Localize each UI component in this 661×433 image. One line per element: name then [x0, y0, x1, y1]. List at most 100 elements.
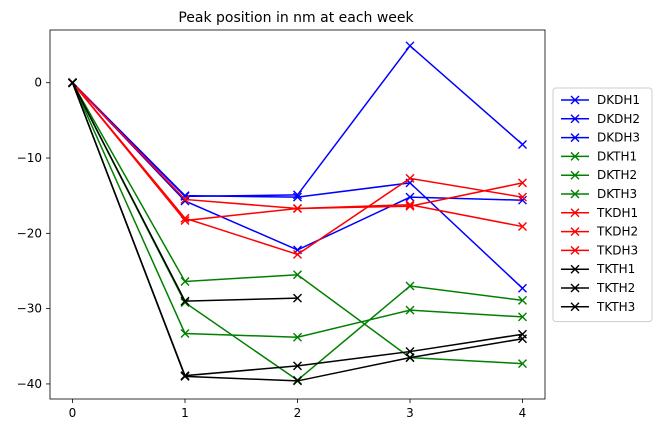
data-point [180, 277, 190, 287]
legend-marker [570, 114, 580, 124]
marker-stroke [518, 139, 527, 149]
marker-stroke [405, 353, 415, 363]
series-tkth3 [68, 78, 527, 386]
marker-stroke [405, 305, 415, 315]
marker-stroke [518, 334, 527, 344]
data-point [405, 192, 415, 202]
legend-marker [570, 245, 580, 255]
marker-stroke [180, 277, 190, 287]
marker-stroke [570, 95, 580, 105]
data-point [518, 312, 527, 322]
legend-label: TKDH3 [596, 243, 638, 257]
data-point [405, 281, 415, 291]
legend-marker [570, 170, 580, 180]
x-tick-label: 3 [406, 406, 414, 420]
marker-stroke [518, 312, 527, 322]
data-point [405, 353, 415, 363]
x-tick-label: 2 [294, 406, 302, 420]
legend-item: TKDH3 [561, 243, 638, 257]
marker-stroke [570, 264, 580, 274]
data-point [293, 270, 302, 280]
marker-stroke [570, 227, 580, 237]
legend-box [552, 87, 653, 323]
marker-stroke [518, 195, 527, 205]
legend-label: DKDH2 [597, 112, 640, 126]
legend-label: TKTH2 [596, 281, 635, 295]
data-point [518, 334, 527, 344]
chart-title: Peak position in nm at each week [178, 10, 414, 26]
legend-marker [570, 208, 580, 218]
data-point [518, 295, 527, 305]
legend-item: DKDH2 [561, 112, 640, 126]
legend-item: DKDH3 [561, 131, 640, 145]
legend-label: DKTH2 [597, 168, 637, 182]
legend-item: TKTH1 [561, 262, 635, 276]
legend-marker [570, 302, 580, 312]
marker-stroke [405, 173, 415, 183]
y-tick-label: −30 [17, 302, 42, 316]
y-tick-label: −20 [17, 226, 42, 240]
data-point [293, 332, 302, 342]
data-point [405, 201, 415, 211]
marker-stroke [293, 192, 302, 202]
legend-item: DKTH3 [561, 187, 637, 201]
data-point [293, 361, 302, 371]
marker-stroke [293, 203, 302, 213]
legend-item: DKTH1 [561, 149, 637, 163]
marker-stroke [293, 293, 302, 303]
data-point [180, 371, 190, 381]
legend-item: TKTH2 [561, 281, 635, 295]
data-point [293, 376, 302, 386]
marker-stroke [405, 201, 415, 211]
marker-stroke [570, 245, 580, 255]
legend: DKDH1 DKDH2 DKDH3 DKTH1 DKTH2 DKTH3 TKDH1 TKDH2… [552, 87, 653, 323]
data-point [518, 222, 527, 232]
y-tick-label: 0 [34, 76, 42, 90]
data-point [518, 192, 527, 202]
marker-stroke [293, 332, 302, 342]
legend-marker [570, 95, 580, 105]
y-tick-label: −10 [17, 151, 42, 165]
marker-stroke [570, 208, 580, 218]
marker-stroke [405, 281, 415, 291]
legend-item: TKTH3 [561, 300, 635, 314]
legend-item: DKDH1 [561, 93, 640, 107]
data-point [293, 203, 302, 213]
data-point [180, 194, 190, 204]
legend-marker [570, 227, 580, 237]
data-point [180, 296, 190, 306]
plot-area [68, 41, 527, 386]
marker-stroke [180, 296, 190, 306]
legend-marker [570, 283, 580, 293]
data-point [518, 283, 527, 293]
data-point [405, 173, 415, 183]
marker-stroke [68, 78, 77, 88]
marker-stroke [180, 213, 190, 223]
marker-stroke [405, 41, 415, 51]
marker-stroke [180, 371, 190, 381]
data-point [68, 78, 77, 88]
data-point [180, 216, 190, 226]
marker-stroke [518, 359, 527, 369]
marker-stroke [570, 189, 580, 199]
marker-stroke [180, 298, 190, 308]
legend-label: DKTH3 [597, 187, 637, 201]
legend-label: TKTH3 [596, 300, 635, 314]
data-point [405, 200, 415, 210]
marker-stroke [570, 114, 580, 124]
data-point [518, 178, 527, 188]
legend-label: DKDH1 [597, 93, 640, 107]
legend-label: TKTH1 [596, 262, 635, 276]
marker-stroke [405, 192, 415, 202]
data-point [180, 298, 190, 308]
data-point [180, 328, 190, 338]
x-tick-label: 1 [181, 406, 189, 420]
marker-stroke [570, 283, 580, 293]
data-point [293, 293, 302, 303]
data-point [518, 195, 527, 205]
marker-stroke [570, 151, 580, 161]
marker-stroke [518, 178, 527, 188]
marker-stroke [293, 376, 302, 386]
marker-stroke [518, 283, 527, 293]
